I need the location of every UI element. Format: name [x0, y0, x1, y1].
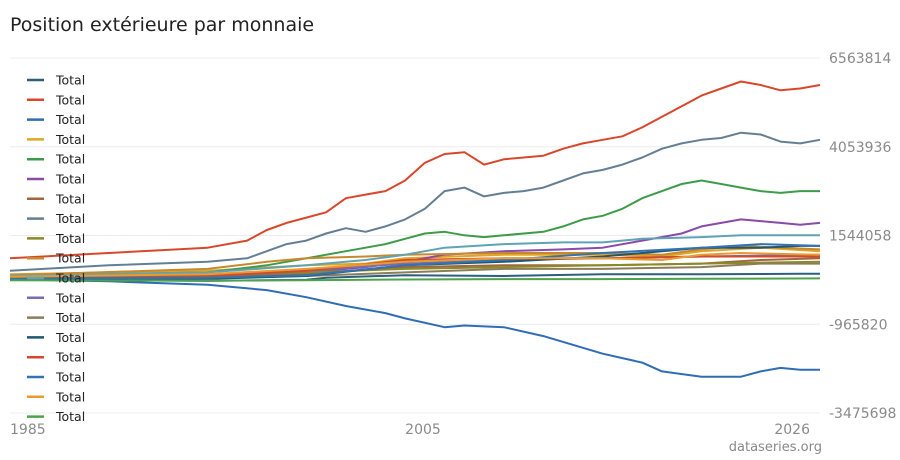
legend-item[interactable]: Total [27, 370, 85, 385]
legend-label: Total [55, 152, 85, 167]
x-tick-label: 1985 [10, 422, 46, 438]
legend-label: Total [55, 251, 85, 266]
legend-item[interactable]: Total [27, 112, 85, 127]
legend-item[interactable]: Total [27, 389, 85, 404]
legend-label: Total [55, 132, 85, 147]
y-tick-label: -3475698 [829, 406, 896, 422]
legend-item[interactable]: Total [27, 152, 85, 167]
series-line-3 [9, 278, 820, 378]
legend-label: Total [55, 73, 85, 88]
series-line-18 [9, 277, 821, 282]
series-line-17 [9, 252, 821, 278]
y-tick-label: 4053936 [829, 140, 891, 156]
series-line-5 [9, 179, 820, 277]
legend-item[interactable]: Total [27, 211, 85, 226]
legend-item[interactable]: Total [27, 350, 85, 365]
series-line-11 [9, 234, 820, 277]
x-tick-label: 2026 [774, 422, 810, 438]
legend-label: Total [55, 310, 85, 325]
legend-item[interactable]: Total [27, 310, 85, 325]
legend-item[interactable]: Total [27, 290, 85, 305]
legend: Total Total Total Total Total Total Total Total… [27, 73, 85, 424]
x-tick-label: 2005 [405, 422, 441, 438]
series-line-16 [9, 243, 821, 280]
y-tick-label: 1544058 [829, 229, 891, 245]
legend-label: Total [55, 211, 85, 226]
legend-label: Total [55, 370, 85, 385]
series-line-8 [9, 131, 821, 272]
y-tick-label: -965820 [829, 317, 888, 333]
legend-item[interactable]: Total [27, 92, 85, 107]
legend-item[interactable]: Total [27, 409, 85, 424]
chart-title: Position extérieure par monnaie [10, 14, 315, 36]
legend-item[interactable]: Total [27, 172, 85, 187]
legend-item[interactable]: Total [27, 231, 85, 246]
legend-label: Total [55, 330, 85, 345]
legend-label: Total [55, 290, 85, 305]
legend-label: Total [55, 271, 85, 286]
watermark: dataseries.org [728, 440, 822, 455]
legend-label: Total [55, 191, 85, 206]
legend-item[interactable]: Total [27, 132, 85, 147]
legend-item[interactable]: Total [27, 330, 85, 345]
legend-label: Total [55, 350, 85, 365]
series-line-2 [9, 80, 821, 260]
x-tick-labels: 1985 2005 2026 [10, 422, 810, 438]
y-tick-labels: 6563814 4053936 1544058 -965820 -3475698 [829, 51, 896, 422]
legend-label: Total [55, 172, 85, 187]
legend-label: Total [55, 92, 85, 107]
y-tick-label: 6563814 [829, 51, 891, 67]
legend-item[interactable]: Total [27, 271, 85, 286]
legend-item[interactable]: Total [27, 73, 85, 88]
series-lines [9, 80, 821, 378]
legend-item[interactable]: Total [27, 251, 85, 266]
legend-label: Total [55, 231, 85, 246]
legend-item[interactable]: Total [27, 191, 85, 206]
legend-label: Total [55, 409, 85, 424]
legend-label: Total [55, 112, 85, 127]
legend-label: Total [55, 389, 85, 404]
